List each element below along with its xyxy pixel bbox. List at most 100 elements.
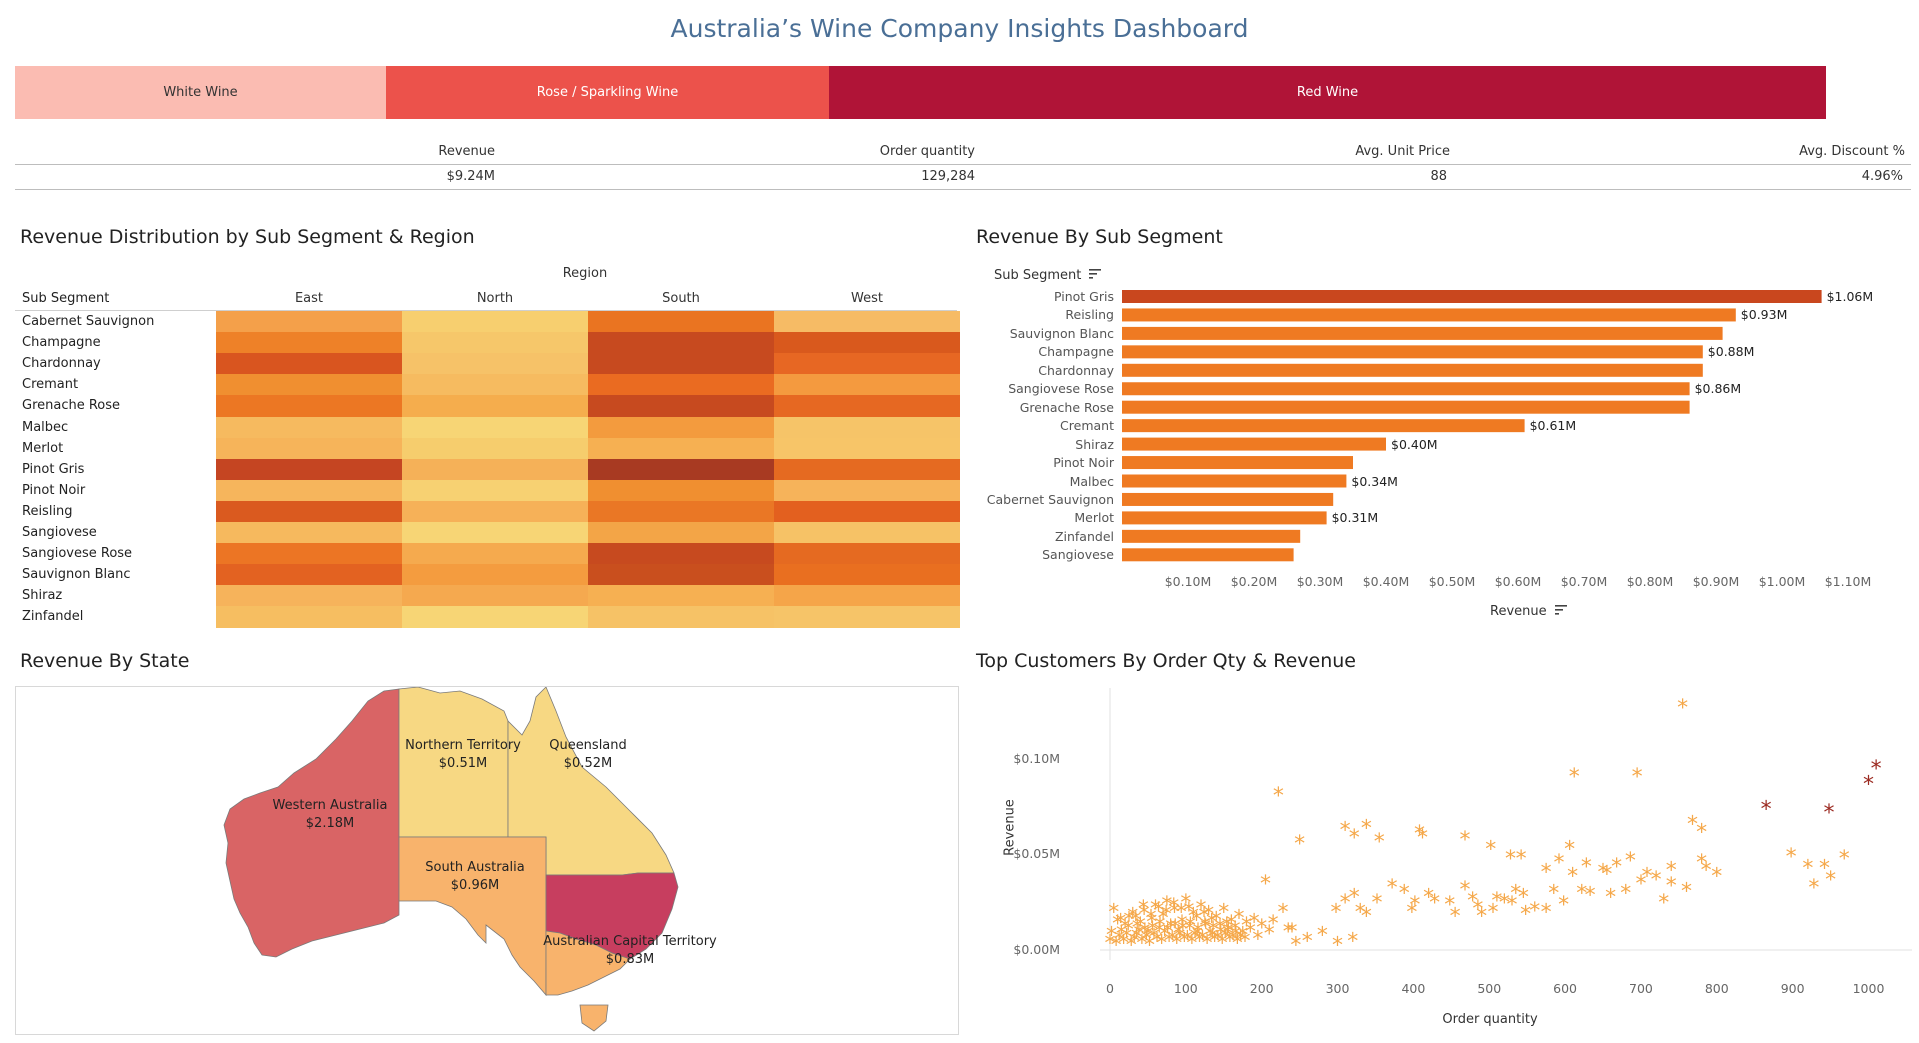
heatmap-cell[interactable] [588,606,774,628]
scatter-point[interactable]: * [1576,882,1587,907]
scatter-point[interactable]: * [1666,874,1677,899]
scatter-point[interactable]: * [1387,876,1398,901]
scatter-point[interactable]: * [1476,905,1487,930]
heatmap-cell[interactable] [588,374,774,396]
heatmap-cell[interactable] [774,585,960,607]
scatter-point[interactable]: * [1598,861,1609,886]
scatter-point[interactable]: * [1802,857,1813,882]
heatmap-cell[interactable] [588,543,774,565]
scatter-point[interactable]: * [1155,914,1166,939]
scatter-point[interactable]: * [1839,847,1850,872]
heatmap-cell[interactable] [774,479,960,502]
heatmap-cell[interactable] [216,332,402,354]
scatter-point[interactable]: * [1200,916,1211,941]
bar[interactable] [1122,492,1334,506]
heatmap-cell[interactable] [216,437,402,459]
heatmap-cell[interactable] [402,374,588,396]
heatmap-cell[interactable] [402,437,588,459]
heatmap-cell[interactable] [588,585,774,607]
heatmap-cell[interactable] [588,395,774,417]
heatmap-cell[interactable] [774,416,960,438]
scatter-point[interactable]: * [1264,922,1275,947]
scatter-point[interactable]: * [1174,926,1185,951]
scatter-point[interactable]: * [1260,872,1271,897]
scatter-point[interactable]: * [1136,931,1147,956]
heatmap-cell[interactable] [216,395,402,417]
heatmap-cell[interactable] [774,564,960,586]
scatter-point[interactable]: * [1567,864,1578,889]
scatter-point[interactable]: * [1223,920,1234,945]
scatter-point[interactable]: * [1145,906,1156,931]
scatter-point[interactable]: * [1142,924,1153,949]
scatter-point[interactable]: * [1819,857,1830,882]
scatter-point[interactable]: * [1130,908,1141,933]
heatmap-cell[interactable] [588,522,774,544]
scatter-point[interactable]: * [1112,912,1123,937]
scatter-point[interactable]: * [1138,897,1149,922]
scatter-point[interactable]: * [1146,910,1157,935]
heatmap-cell[interactable] [588,500,774,523]
scatter-point[interactable]: * [1135,914,1146,939]
scatter-point[interactable]: * [1340,818,1351,843]
bar[interactable] [1122,548,1294,562]
scatter-point[interactable]: * [1224,929,1235,954]
heatmap-cell[interactable] [402,311,588,333]
heatmap-cell[interactable] [774,374,960,396]
scatter-point[interactable]: * [1226,912,1237,937]
scatter-point[interactable]: * [1302,929,1313,954]
state-victoria[interactable] [545,930,631,996]
scatter-point[interactable]: * [1167,928,1178,953]
heatmap-cell[interactable] [402,522,588,544]
scatter-point[interactable]: * [1156,931,1167,956]
segment-rose-sparkling-wine[interactable]: Rose / Sparkling Wine [386,66,829,119]
heatmap-cell[interactable] [216,543,402,565]
scatter-point[interactable]: * [1569,765,1580,790]
scatter-point[interactable]: * [1374,830,1385,855]
scatter-point[interactable]: * [1183,899,1194,924]
scatter-point[interactable]: * [1148,926,1159,951]
scatter-point[interactable]: * [1235,928,1246,953]
scatter-point[interactable]: * [1161,903,1172,928]
bar[interactable] [1122,363,1703,377]
scatter-point[interactable]: * [1123,918,1134,943]
scatter-point[interactable]: * [1472,897,1483,922]
heatmap-cell[interactable] [216,500,402,523]
heatmap-cell[interactable] [402,606,588,628]
heatmap-cell[interactable] [588,416,774,438]
scatter-point[interactable]: * [1147,918,1158,943]
heatmap-cell[interactable] [402,332,588,354]
scatter-point[interactable]: * [1115,910,1126,935]
scatter-point[interactable]: * [1245,920,1256,945]
segment-white-wine[interactable]: White Wine [15,66,386,119]
heatmap-cell[interactable] [774,311,960,333]
scatter-point[interactable]: * [1232,931,1243,956]
scatter-point[interactable]: * [1611,855,1622,880]
scatter-point[interactable]: * [1256,916,1267,941]
scatter-point[interactable]: * [1241,914,1252,939]
heatmap-cell[interactable] [402,395,588,417]
scatter-point-top-customer[interactable]: * [1824,801,1835,826]
bar[interactable] [1122,308,1736,322]
heatmap-cell[interactable] [402,479,588,502]
scatter-point[interactable]: * [1202,931,1213,956]
scatter-point[interactable]: * [1601,862,1612,887]
scatter-point[interactable]: * [1340,891,1351,916]
scatter-point[interactable]: * [1168,895,1179,920]
scatter-point[interactable]: * [1399,882,1410,907]
scatter-point[interactable]: * [1214,916,1225,941]
scatter-point[interactable]: * [1347,929,1358,954]
scatter-point[interactable]: * [1191,908,1202,933]
scatter-point[interactable]: * [1127,905,1138,930]
scatter-point[interactable]: * [1499,891,1510,916]
scatter-point[interactable]: * [1467,889,1478,914]
heatmap-cell[interactable] [588,332,774,354]
scatter-point[interactable]: * [1825,868,1836,893]
scatter-point[interactable]: * [1169,901,1180,926]
scatter-point[interactable]: * [1139,920,1150,945]
scatter-point[interactable]: * [1701,859,1712,884]
scatter-point[interactable]: * [1548,882,1559,907]
scatter-point[interactable]: * [1230,918,1241,943]
scatter-point-top-customer[interactable]: * [1863,772,1874,797]
bar[interactable] [1122,400,1690,414]
bar[interactable] [1122,437,1386,451]
